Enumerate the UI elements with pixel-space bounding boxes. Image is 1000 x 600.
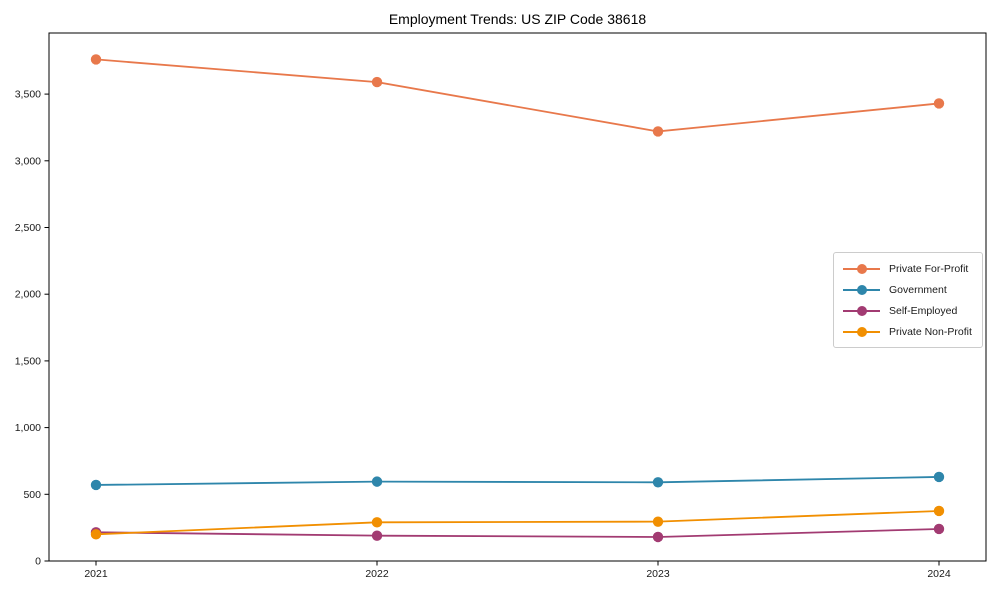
y-tick-label: 500 (23, 489, 41, 501)
legend-item: Private For-Profit (843, 258, 972, 279)
y-tick-label: 3,000 (15, 155, 41, 167)
x-tick-label: 2022 (365, 568, 389, 580)
y-tick-label: 1,000 (15, 422, 41, 434)
series-line (95, 58, 940, 133)
data-point (933, 471, 945, 483)
data-point (933, 523, 945, 535)
data-point (371, 76, 383, 88)
legend-marker-icon (843, 326, 880, 337)
y-tick-label: 2,000 (15, 289, 41, 301)
data-point (90, 479, 102, 491)
data-point (371, 476, 383, 487)
data-point (652, 531, 664, 543)
chart-title: Employment Trends: US ZIP Code 38618 (388, 11, 647, 27)
legend-item: Self-Employed (843, 300, 972, 321)
data-point (652, 516, 664, 527)
legend-label: Self-Employed (889, 304, 958, 317)
y-tick-label: 1,500 (15, 355, 41, 367)
y-tick-label: 3,500 (15, 89, 41, 101)
data-point (652, 126, 664, 137)
data-point (371, 517, 383, 528)
y-tick-label: 0 (35, 556, 41, 568)
x-tick-label: 2024 (927, 568, 951, 580)
legend-item: Private Non-Profit (843, 321, 972, 342)
data-point (933, 505, 945, 517)
y-tick-label: 2,500 (15, 222, 41, 234)
data-point (933, 98, 945, 109)
data-point (652, 477, 664, 488)
x-tick-label: 2021 (84, 568, 108, 580)
legend-item: Government (843, 279, 972, 300)
plot-area-border (48, 32, 987, 562)
legend-marker-icon (843, 263, 880, 274)
series-line (95, 510, 940, 536)
data-point (371, 530, 383, 541)
legend-marker-icon (843, 305, 880, 316)
data-point (90, 54, 102, 65)
legend: Private For-Profit Government Self-Employe… (833, 252, 983, 348)
data-point (90, 529, 102, 540)
legend-marker-icon (843, 284, 880, 295)
series-line (95, 476, 940, 486)
legend-label: Private Non-Profit (889, 325, 972, 338)
series-line (95, 528, 940, 538)
legend-label: Government (889, 283, 947, 296)
x-tick-label: 2023 (646, 568, 670, 580)
legend-label: Private For-Profit (889, 262, 969, 275)
